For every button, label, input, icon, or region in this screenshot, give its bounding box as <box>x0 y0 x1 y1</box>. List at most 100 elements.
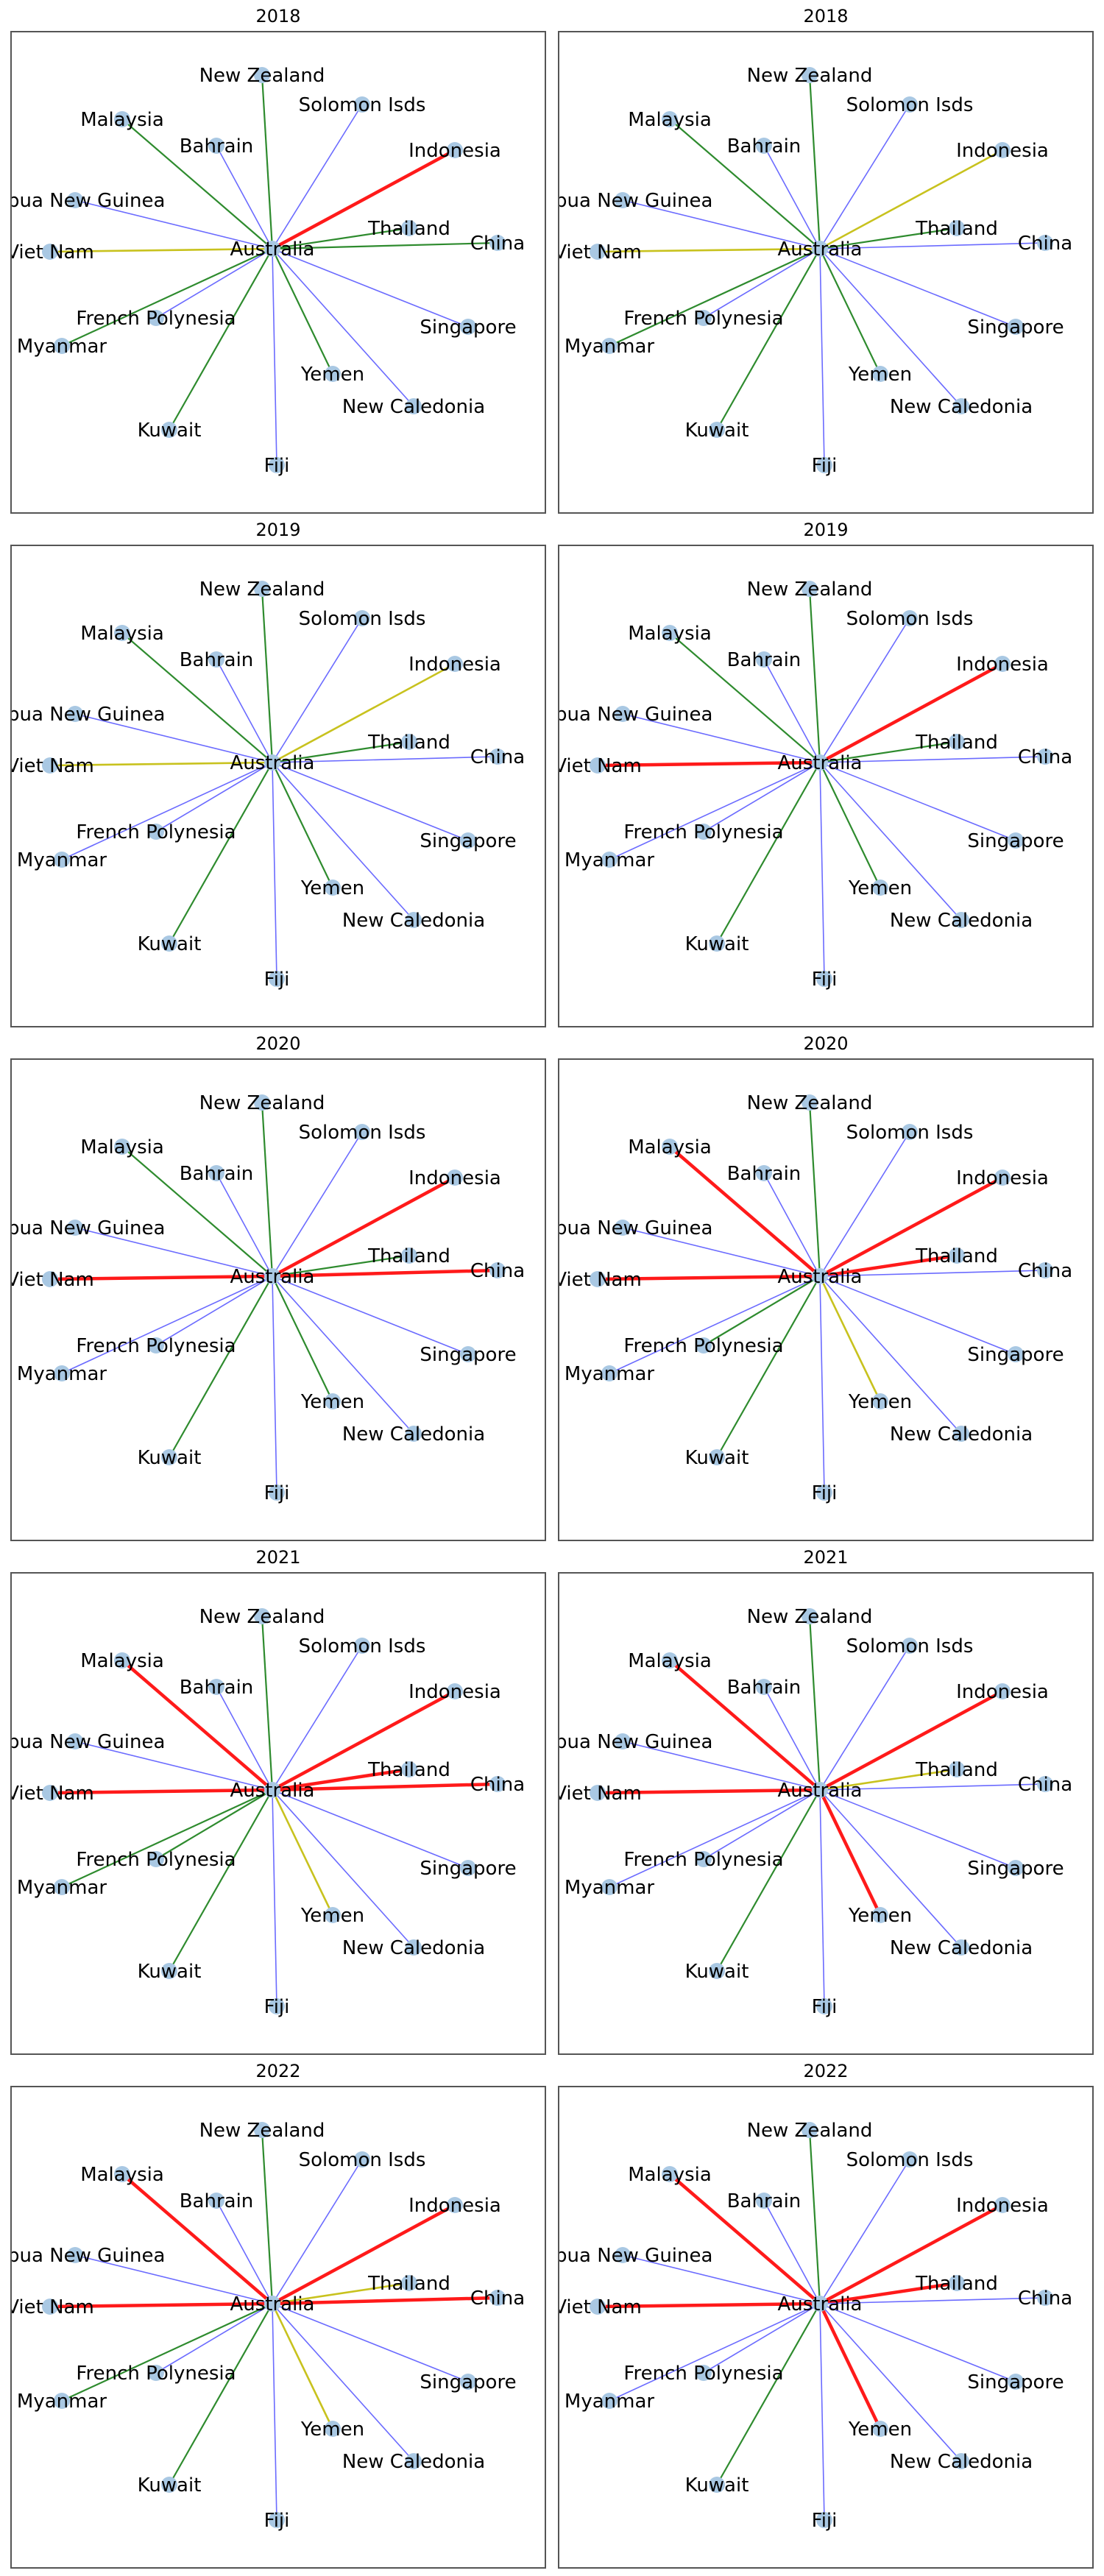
label-solomon-isds: Solomon Isds <box>846 608 974 630</box>
network-panel: 2022 Australia New Zealand Solomon Isds Mala… <box>558 2056 1094 2569</box>
edge-malaysia <box>121 632 273 763</box>
edge-papua-new-guinea <box>622 1227 821 1277</box>
edge-fiji <box>819 1275 825 1493</box>
label-malaysia: Malaysia <box>80 2164 164 2186</box>
node-malaysia <box>114 625 130 641</box>
label-yemen: Yemen <box>848 2418 912 2441</box>
node-viet-nam <box>590 757 606 774</box>
edge-singapore <box>272 1789 469 1869</box>
node-china <box>489 2290 506 2306</box>
edge-thailand <box>819 1253 958 1278</box>
label-thailand: Thailand <box>915 218 998 240</box>
node-china <box>489 1262 506 1278</box>
node-fiji <box>269 457 285 473</box>
node-new-caledonia <box>953 1426 969 1442</box>
node-solomon-isds <box>354 1638 370 1654</box>
label-china: China <box>470 1774 525 1796</box>
network-frame: Australia New Zealand Solomon Isds Malaysia… <box>10 2086 546 2569</box>
node-singapore <box>460 832 476 849</box>
label-bahrain: Bahrain <box>180 2190 254 2212</box>
node-bahrain <box>756 138 772 154</box>
label-new-caledonia: New Caledonia <box>890 396 1033 418</box>
label-papua-new-guinea: Papua New Guinea <box>559 1731 712 1753</box>
label-myanmar: Myanmar <box>565 1877 654 1899</box>
node-french-polynesia <box>696 1851 712 1867</box>
label-kuwait: Kuwait <box>138 1961 202 1983</box>
label-australia: Australia <box>230 238 314 261</box>
node-papua-new-guinea <box>615 1220 631 1236</box>
edge-new-caledonia <box>819 248 962 407</box>
node-singapore <box>460 2374 476 2390</box>
label-singapore: Singapore <box>967 2371 1064 2393</box>
label-new-zealand: New Zealand <box>199 2120 325 2142</box>
label-papua-new-guinea: Papua New Guinea <box>12 704 165 726</box>
label-yemen: Yemen <box>300 1391 364 1413</box>
edge-kuwait <box>169 248 273 431</box>
label-papua-new-guinea: Papua New Guinea <box>559 190 712 212</box>
edge-myanmar <box>609 762 821 860</box>
edge-china <box>272 241 498 250</box>
label-new-zealand: New Zealand <box>199 578 325 601</box>
label-new-caledonia: New Caledonia <box>890 910 1033 932</box>
edge-singapore <box>819 762 1016 841</box>
node-thailand <box>949 1248 965 1264</box>
edge-fiji <box>272 1789 277 2007</box>
edge-myanmar <box>609 1275 821 1374</box>
node-papua-new-guinea <box>67 706 83 722</box>
label-kuwait: Kuwait <box>138 1447 202 1469</box>
node-papua-new-guinea <box>67 1733 83 1749</box>
label-australia: Australia <box>777 238 862 261</box>
label-myanmar: Myanmar <box>17 2391 107 2413</box>
edge-thailand <box>819 227 958 250</box>
edge-malaysia <box>669 118 821 250</box>
label-china: China <box>1018 1260 1072 1282</box>
node-thailand <box>949 734 965 750</box>
network-frame: Australia New Zealand Solomon Isds Malaysia… <box>558 2086 1094 2569</box>
edge-papua-new-guinea <box>622 2254 821 2304</box>
node-new-zealand <box>802 1094 818 1111</box>
network-panel: 2019 Australia New Zealand Solomon Isds Mala… <box>558 515 1094 1027</box>
edge-china <box>272 2296 498 2306</box>
edge-fiji <box>819 2303 825 2521</box>
edge-solomon-isds <box>272 618 363 763</box>
label-french-polynesia: French Polynesia <box>76 1849 236 1871</box>
label-yemen: Yemen <box>300 2418 364 2441</box>
label-french-polynesia: French Polynesia <box>623 1335 783 1357</box>
edge-myanmar <box>609 1789 821 1888</box>
node-indonesia <box>447 656 463 672</box>
label-new-zealand: New Zealand <box>747 65 873 87</box>
label-solomon-isds: Solomon Isds <box>299 94 426 116</box>
node-yemen <box>325 1393 341 1409</box>
edge-malaysia <box>668 2173 821 2305</box>
edge-bahrain <box>763 1686 821 1791</box>
node-solomon-isds <box>902 2151 918 2168</box>
node-papua-new-guinea <box>67 2247 83 2263</box>
edge-china <box>272 1782 498 1792</box>
node-french-polynesia <box>696 310 712 326</box>
label-papua-new-guinea: Papua New Guinea <box>12 1731 165 1753</box>
node-australia <box>812 754 828 771</box>
label-kuwait: Kuwait <box>685 1961 749 1983</box>
edge-new-zealand <box>808 1616 821 1791</box>
edge-new-caledonia <box>819 1275 962 1434</box>
label-china: China <box>1018 2287 1072 2310</box>
label-singapore: Singapore <box>967 1858 1064 1880</box>
node-solomon-isds <box>354 96 370 113</box>
node-bahrain <box>208 2193 224 2209</box>
edge-papua-new-guinea <box>622 1741 821 1791</box>
edge-indonesia <box>818 1690 1004 1791</box>
edge-fiji <box>819 1789 825 2007</box>
edge-solomon-isds <box>272 1131 363 1277</box>
edge-yemen <box>819 762 881 888</box>
node-yemen <box>872 880 888 896</box>
edge-new-caledonia <box>272 1275 414 1434</box>
node-bahrain <box>208 651 224 668</box>
edge-fiji <box>272 1275 277 1493</box>
network-graph: Australia New Zealand Solomon Isds Malaysia… <box>12 2120 525 2532</box>
label-new-caledonia: New Caledonia <box>890 2451 1033 2473</box>
node-australia <box>812 241 828 257</box>
edge-thailand <box>272 1767 410 1792</box>
label-french-polynesia: French Polynesia <box>76 821 236 843</box>
node-china <box>489 1776 506 1792</box>
node-viet-nam <box>590 1785 606 1801</box>
